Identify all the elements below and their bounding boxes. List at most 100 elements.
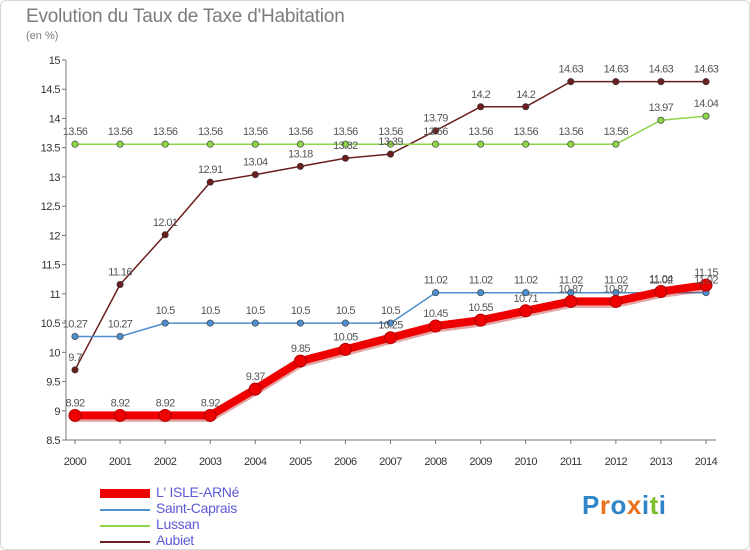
data-label: 11.02 xyxy=(424,275,448,287)
data-label: 13.56 xyxy=(333,126,358,138)
legend-swatch xyxy=(100,509,150,511)
data-label: 10.87 xyxy=(559,283,584,295)
data-label: 14.2 xyxy=(471,89,490,101)
data-label: 10.5 xyxy=(381,305,400,317)
data-point xyxy=(251,319,259,327)
data-point xyxy=(338,342,352,356)
data-point xyxy=(386,319,394,327)
data-point xyxy=(71,140,79,148)
data-label: 11.02 xyxy=(514,275,538,287)
data-point xyxy=(564,294,578,308)
data-label: 13.56 xyxy=(243,126,268,138)
data-label: 11.02 xyxy=(469,275,493,287)
data-point xyxy=(657,78,665,86)
data-label: 11.04 xyxy=(649,274,673,286)
data-label: 13.56 xyxy=(153,126,178,138)
x-tick-label: 2003 xyxy=(199,456,222,468)
y-tick-label: 12.5 xyxy=(41,201,61,213)
data-point xyxy=(71,366,79,374)
data-label: 13.97 xyxy=(649,102,674,114)
data-label: 8.92 xyxy=(65,397,84,409)
legend-label: Aubiet xyxy=(156,532,194,548)
data-label: 13.18 xyxy=(288,148,313,160)
y-tick-label: 8.5 xyxy=(46,435,60,447)
y-tick-label: 13.5 xyxy=(41,143,61,155)
data-point xyxy=(113,408,127,422)
data-label: 8.92 xyxy=(111,397,130,409)
chart-unit: (en %) xyxy=(26,30,59,42)
x-tick-label: 2011 xyxy=(560,456,582,468)
data-point xyxy=(432,140,440,148)
data-point xyxy=(116,140,124,148)
data-point xyxy=(477,140,485,148)
data-label: 10.87 xyxy=(604,283,629,295)
legend-swatch xyxy=(100,489,150,498)
legend-label: Saint-Caprais xyxy=(156,500,237,516)
data-point xyxy=(386,150,394,158)
y-tick-label: 9 xyxy=(54,406,60,418)
x-tick-label: 2002 xyxy=(154,456,177,468)
data-point xyxy=(206,140,214,148)
x-tick-label: 2010 xyxy=(514,456,537,468)
data-point xyxy=(654,285,668,299)
data-point xyxy=(567,140,575,148)
x-tick-label: 2000 xyxy=(64,456,87,468)
x-tick-label: 2014 xyxy=(695,456,718,468)
x-tick-label: 2006 xyxy=(334,456,357,468)
data-label: 13.56 xyxy=(604,126,629,138)
data-point xyxy=(68,408,82,422)
data-point xyxy=(116,333,124,341)
x-tick-label: 2012 xyxy=(605,456,628,468)
data-label: 13.56 xyxy=(63,126,88,138)
data-point xyxy=(609,294,623,308)
data-point xyxy=(522,140,530,148)
data-label: 10.55 xyxy=(468,302,493,314)
x-tick-label: 2001 xyxy=(109,456,132,468)
chart-title: Evolution du Taux de Taxe d'Habitation xyxy=(26,6,345,27)
data-point xyxy=(206,178,214,186)
data-point xyxy=(251,171,259,179)
data-label: 10.05 xyxy=(333,331,358,343)
data-label: 9.37 xyxy=(246,371,265,383)
data-point xyxy=(161,231,169,239)
data-point xyxy=(251,140,259,148)
data-point xyxy=(293,354,307,368)
data-point xyxy=(519,304,533,318)
data-point xyxy=(158,408,172,422)
data-point xyxy=(477,103,485,111)
x-tick-label: 2009 xyxy=(469,456,492,468)
data-label: 13.56 xyxy=(513,126,538,138)
y-tick-label: 13 xyxy=(49,172,61,184)
y-tick-label: 10 xyxy=(49,347,61,359)
data-label: 13.79 xyxy=(423,113,448,125)
data-label: 13.56 xyxy=(468,126,493,138)
data-point xyxy=(206,319,214,327)
data-label: 12.01 xyxy=(153,217,178,229)
data-label: 13.39 xyxy=(378,136,403,148)
data-label: 13.56 xyxy=(198,126,223,138)
data-point xyxy=(474,313,488,327)
x-tick-label: 2013 xyxy=(650,456,673,468)
data-label: 13.32 xyxy=(333,140,358,152)
data-point xyxy=(161,319,169,327)
data-label: 11.02 xyxy=(694,275,718,287)
legend-swatch xyxy=(100,541,150,543)
data-point xyxy=(71,333,79,341)
data-point xyxy=(567,78,575,86)
y-tick-label: 10.5 xyxy=(41,318,61,330)
legend-label: Lussan xyxy=(156,516,200,532)
data-label: 14.63 xyxy=(559,64,584,76)
legend-label: L' ISLE-ARNé xyxy=(156,484,240,500)
logo-letter: r xyxy=(599,490,611,520)
y-tick-label: 14.5 xyxy=(41,84,61,96)
data-label: 10.5 xyxy=(291,305,310,317)
data-label: 13.56 xyxy=(423,126,448,138)
data-label: 11.02 xyxy=(604,275,628,287)
data-point xyxy=(116,280,124,288)
data-point xyxy=(341,319,349,327)
data-label: 11.15 xyxy=(694,267,718,279)
data-label: 9.85 xyxy=(291,343,310,355)
data-point xyxy=(702,78,710,86)
data-point xyxy=(296,319,304,327)
